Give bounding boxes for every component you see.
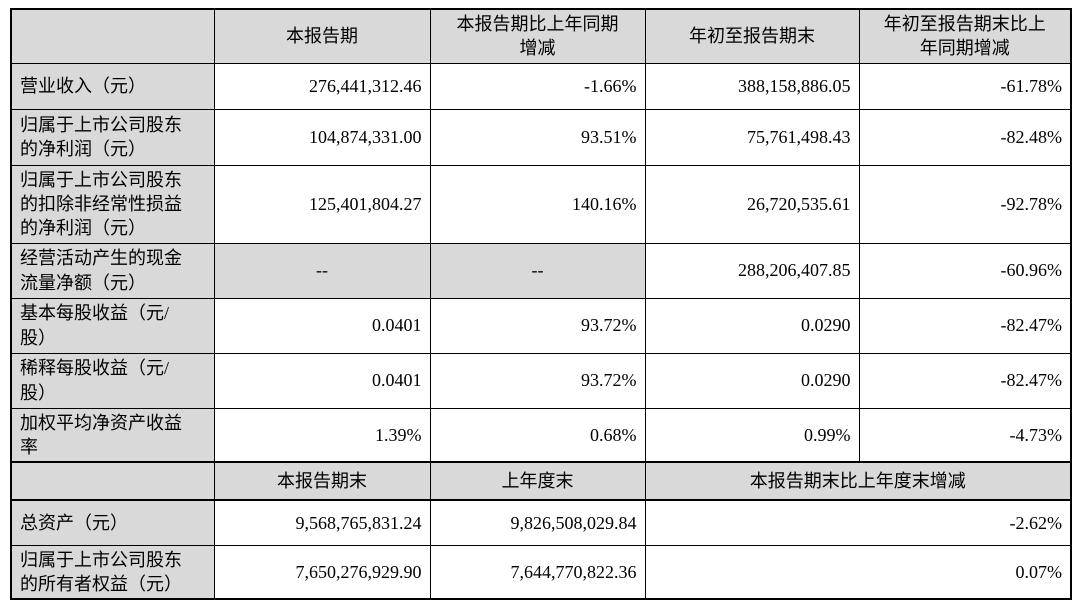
value-cell: 93.72% [429,297,646,354]
value-cell: 75,761,498.43 [644,108,860,166]
value-cell: 0.99% [644,407,860,463]
table-row-total-assets: 总资产（元） 9,568,765,831.24 9,826,508,029.84… [10,499,1072,546]
header-current-period-yoy: 本报告期比上年同期 增减 [429,8,646,64]
value-cell: -4.73% [858,407,1072,463]
value-cell: -1.66% [429,62,646,110]
value-cell: 0.68% [429,407,646,463]
value-cell: -60.96% [858,242,1072,299]
value-cell: -61.78% [858,62,1072,110]
table-row-net-profit: 归属于上市公司股东 的净利润（元） 104,874,331.00 93.51% … [10,108,1072,166]
section2-header-row: 本报告期末 上年度末 本报告期末比上年度末增减 [10,461,1072,502]
row-label: 总资产（元） [10,499,215,546]
value-cell: 125,401,804.27 [213,164,431,244]
section2-header-period-end: 本报告期末 [213,461,431,502]
value-cell: 9,568,765,831.24 [213,499,431,546]
header-cell-empty [10,8,215,64]
header-ytd-yoy: 年初至报告期末比上 年同期增减 [858,8,1072,64]
value-cell: 0.0401 [213,352,431,409]
value-cell: 1.39% [213,407,431,463]
value-cell: 276,441,312.46 [213,62,431,110]
row-label: 营业收入（元） [10,62,215,110]
row-label: 基本每股收益（元/ 股） [10,297,215,354]
value-cell: 0.0290 [644,352,860,409]
table-row-operating-cash-flow: 经营活动产生的现金 流量净额（元） -- -- 288,206,407.85 -… [10,242,1072,299]
value-cell: 288,206,407.85 [644,242,860,299]
value-cell-na: -- [429,242,646,299]
value-cell: 26,720,535.61 [644,164,860,244]
value-cell: 7,644,770,822.36 [429,544,646,600]
table-row-weighted-avg-roe: 加权平均净资产收益 率 1.39% 0.68% 0.99% -4.73% [10,407,1072,463]
row-label: 归属于上市公司股东 的扣除非经常性损益 的净利润（元） [10,164,215,244]
value-cell: 104,874,331.00 [213,108,431,166]
section2-header-prior-year-end: 上年度末 [429,461,646,502]
value-cell-change: -2.62% [644,499,1072,546]
value-cell-na: -- [213,242,431,299]
header-current-period: 本报告期 [213,8,431,64]
table-row-net-profit-excl-nonrecurring: 归属于上市公司股东 的扣除非经常性损益 的净利润（元） 125,401,804.… [10,164,1072,244]
row-label: 归属于上市公司股东 的所有者权益（元） [10,544,215,600]
value-cell: -82.47% [858,297,1072,354]
value-cell-change: 0.07% [644,544,1072,600]
value-cell: -92.78% [858,164,1072,244]
value-cell: 140.16% [429,164,646,244]
value-cell: 0.0401 [213,297,431,354]
value-cell: 93.51% [429,108,646,166]
financial-summary-table: 本报告期 本报告期比上年同期 增减 年初至报告期末 年初至报告期末比上 年同期增… [10,8,1072,600]
row-label: 加权平均净资产收益 率 [10,407,215,463]
value-cell: 9,826,508,029.84 [429,499,646,546]
value-cell: -82.48% [858,108,1072,166]
row-label: 归属于上市公司股东 的净利润（元） [10,108,215,166]
value-cell: 0.0290 [644,297,860,354]
table-row-revenue: 营业收入（元） 276,441,312.46 -1.66% 388,158,88… [10,62,1072,110]
header-ytd: 年初至报告期末 [644,8,860,64]
value-cell: 388,158,886.05 [644,62,860,110]
row-label: 经营活动产生的现金 流量净额（元） [10,242,215,299]
section2-header-change: 本报告期末比上年度末增减 [644,461,1072,502]
value-cell: 93.72% [429,352,646,409]
section2-header-empty [10,461,215,502]
value-cell: 7,650,276,929.90 [213,544,431,600]
row-label: 稀释每股收益（元/ 股） [10,352,215,409]
value-cell: -82.47% [858,352,1072,409]
table-row-diluted-eps: 稀释每股收益（元/ 股） 0.0401 93.72% 0.0290 -82.47… [10,352,1072,409]
table-row-basic-eps: 基本每股收益（元/ 股） 0.0401 93.72% 0.0290 -82.47… [10,297,1072,354]
header-row: 本报告期 本报告期比上年同期 增减 年初至报告期末 年初至报告期末比上 年同期增… [10,8,1072,64]
table-row-owners-equity: 归属于上市公司股东 的所有者权益（元） 7,650,276,929.90 7,6… [10,544,1072,600]
